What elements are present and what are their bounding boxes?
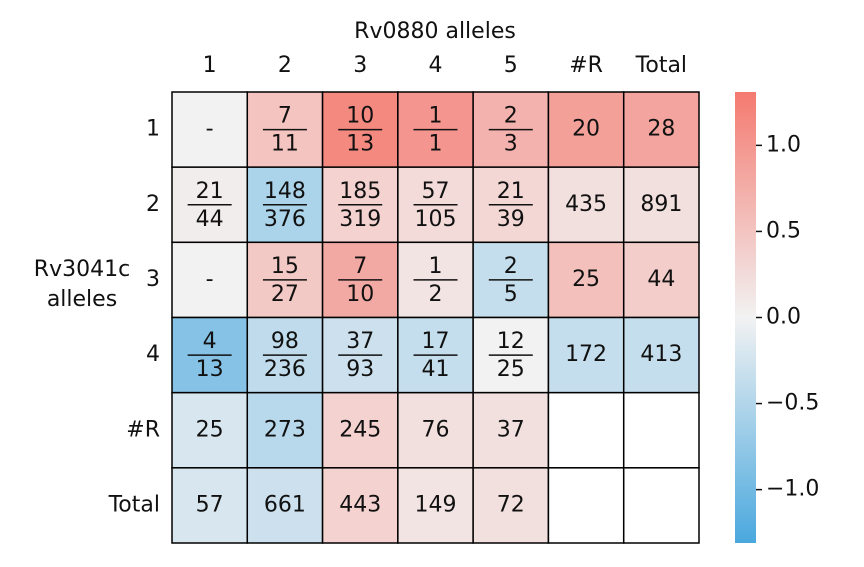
cell-label: 20 bbox=[572, 117, 600, 142]
cell-denominator: 39 bbox=[497, 207, 525, 232]
cell-denominator: 319 bbox=[339, 207, 381, 232]
cell bbox=[321, 391, 399, 469]
cell-numerator: 10 bbox=[346, 104, 374, 129]
cell-numerator: 4 bbox=[203, 329, 217, 354]
cell-denominator: 13 bbox=[196, 357, 224, 382]
cell bbox=[622, 241, 700, 319]
x-tick-label: 4 bbox=[429, 53, 443, 78]
cell bbox=[547, 241, 625, 319]
cell bbox=[321, 467, 399, 544]
colorbar-tick-label: −1.0 bbox=[766, 477, 819, 502]
cell bbox=[622, 316, 700, 394]
cell-denominator: 10 bbox=[346, 282, 374, 307]
cell-numerator: 1 bbox=[429, 254, 443, 279]
cell-numerator: 21 bbox=[196, 179, 224, 204]
cell-label: 25 bbox=[572, 267, 600, 292]
cell bbox=[397, 391, 474, 469]
cell-numerator: 37 bbox=[346, 329, 374, 354]
cell-numerator: 57 bbox=[422, 179, 450, 204]
colorbar bbox=[735, 92, 756, 543]
colorbar-tick-label: 1.0 bbox=[766, 132, 801, 157]
y-tick-label: 2 bbox=[146, 192, 160, 217]
colorbar-tick-label: 0.5 bbox=[766, 218, 801, 243]
cell-label: 413 bbox=[640, 342, 682, 367]
cell-label: 37 bbox=[497, 417, 525, 442]
y-tick-label: Total bbox=[108, 492, 160, 517]
cell-numerator: 7 bbox=[278, 104, 292, 129]
x-tick-label: 2 bbox=[278, 53, 292, 78]
cell-numerator: 12 bbox=[497, 329, 525, 354]
cell-label: 443 bbox=[339, 492, 381, 517]
cell-label: 172 bbox=[565, 342, 607, 367]
cell bbox=[472, 467, 550, 544]
cell-numerator: 2 bbox=[504, 254, 518, 279]
x-tick-label: 5 bbox=[504, 53, 518, 78]
cell-label: 25 bbox=[196, 417, 224, 442]
cell-label: 435 bbox=[565, 192, 607, 217]
cell bbox=[547, 166, 625, 244]
cell-denominator: 93 bbox=[346, 357, 374, 382]
cell-denominator: 236 bbox=[264, 357, 306, 382]
cell-label: 245 bbox=[339, 417, 381, 442]
cell-numerator: 148 bbox=[264, 179, 306, 204]
cell-label: 44 bbox=[647, 267, 675, 292]
cell-denominator: 376 bbox=[264, 207, 306, 232]
cell-denominator: 3 bbox=[504, 132, 518, 157]
cell-numerator: 17 bbox=[422, 329, 450, 354]
cell-denominator: 13 bbox=[346, 132, 374, 157]
colorbar-tick-label: −0.5 bbox=[766, 391, 819, 416]
y-axis-label: alleles bbox=[47, 287, 117, 312]
cell bbox=[622, 166, 700, 244]
y-tick-label: 4 bbox=[146, 342, 160, 367]
y-tick-label: 1 bbox=[146, 117, 160, 142]
cell-numerator: 98 bbox=[271, 329, 299, 354]
empty-cell bbox=[622, 467, 700, 544]
cell bbox=[246, 467, 324, 544]
cell-numerator: 2 bbox=[504, 104, 518, 129]
cell-denominator: 25 bbox=[497, 357, 525, 382]
cell-denominator: 44 bbox=[196, 207, 224, 232]
cell-label: 57 bbox=[196, 492, 224, 517]
cell-label: - bbox=[206, 267, 214, 292]
cell-denominator: 27 bbox=[271, 282, 299, 307]
cell-numerator: 1 bbox=[429, 104, 443, 129]
cell-denominator: 5 bbox=[504, 282, 518, 307]
empty-cell bbox=[171, 241, 249, 319]
cell-denominator: 2 bbox=[429, 282, 443, 307]
empty-cell bbox=[171, 91, 249, 168]
cell-numerator: 185 bbox=[339, 179, 381, 204]
y-tick-label: #R bbox=[126, 417, 160, 442]
empty-cell bbox=[547, 467, 625, 544]
cell-denominator: 1 bbox=[429, 132, 443, 157]
empty-cell bbox=[547, 391, 625, 469]
cell bbox=[547, 316, 625, 394]
cell bbox=[622, 91, 700, 168]
cell-label: - bbox=[206, 117, 214, 142]
cell-label: 76 bbox=[422, 417, 450, 442]
x-tick-label: #R bbox=[569, 53, 603, 78]
empty-cell bbox=[622, 391, 700, 469]
chart-title: Rv0880 alleles bbox=[354, 19, 516, 44]
cell-label: 661 bbox=[264, 492, 306, 517]
cell-denominator: 11 bbox=[271, 132, 299, 157]
y-axis-label: Rv3041c bbox=[34, 257, 130, 282]
cell-numerator: 7 bbox=[353, 254, 367, 279]
cell-label: 273 bbox=[264, 417, 306, 442]
x-tick-label: Total bbox=[635, 53, 687, 78]
cell-label: 149 bbox=[415, 492, 457, 517]
cell-label: 28 bbox=[647, 117, 675, 142]
x-tick-label: 1 bbox=[203, 53, 217, 78]
colorbar-tick-label: 0.0 bbox=[766, 305, 801, 330]
cell-numerator: 15 bbox=[271, 254, 299, 279]
cell-denominator: 105 bbox=[415, 207, 457, 232]
cell-denominator: 41 bbox=[422, 357, 450, 382]
x-tick-label: 3 bbox=[353, 53, 367, 78]
y-tick-label: 3 bbox=[146, 267, 160, 292]
cell-label: 891 bbox=[640, 192, 682, 217]
cell bbox=[547, 91, 625, 168]
cell-numerator: 21 bbox=[497, 179, 525, 204]
cell-label: 72 bbox=[497, 492, 525, 517]
